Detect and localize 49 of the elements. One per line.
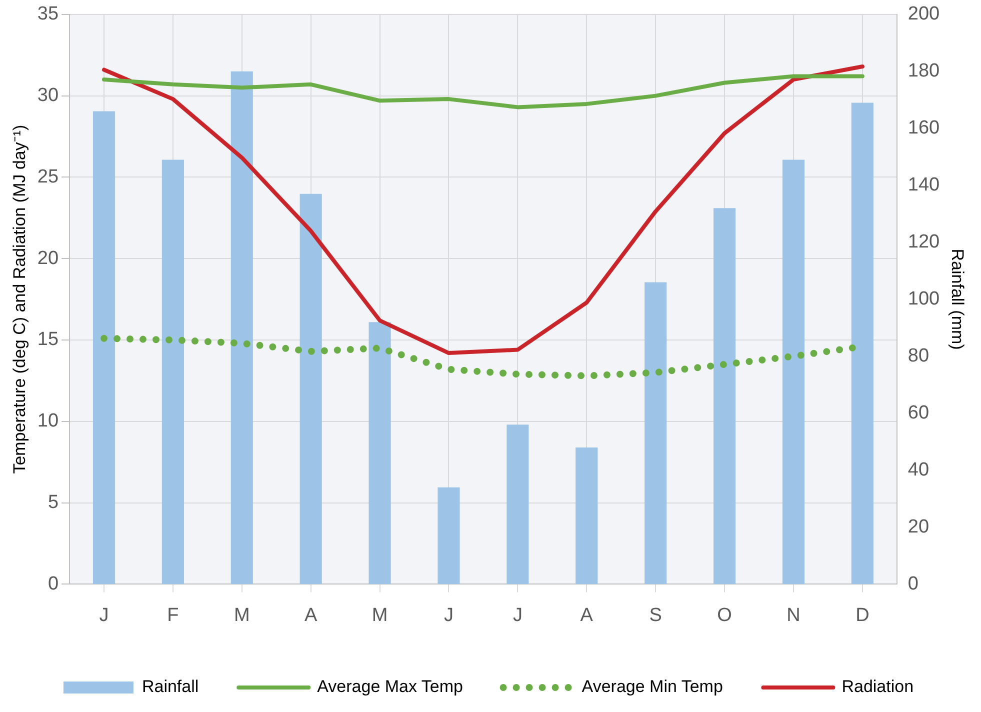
y2-tick-label: 120 [908, 232, 940, 253]
y2-tick-label: 180 [908, 60, 940, 82]
y2-tick-label: 140 [908, 174, 940, 196]
bar [851, 102, 874, 584]
legend-label: Average Max Temp [317, 677, 463, 696]
x-tick-label: M [234, 604, 250, 626]
y-tick-label: 35 [37, 4, 59, 25]
bar [92, 111, 116, 584]
bar [438, 487, 460, 584]
x-tick-label: S [649, 604, 662, 626]
y-tick-label: 20 [37, 248, 59, 269]
bar [368, 322, 391, 584]
y-tick-label: 15 [37, 329, 59, 350]
bar [230, 71, 253, 584]
x-tick-label: A [304, 604, 318, 626]
y-tick-label: 0 [48, 573, 59, 594]
legend-label: Rainfall [142, 677, 199, 696]
y-tick-label: 30 [37, 85, 59, 106]
bar [576, 447, 598, 584]
y2-tick-label: 100 [908, 288, 940, 310]
y2-tick-label: 80 [908, 346, 930, 367]
y2-tick-label: 20 [908, 516, 930, 538]
x-tick-label: J [512, 604, 522, 626]
legend-label: Radiation [842, 677, 914, 696]
bar [644, 282, 667, 584]
y2-tick-label: 200 [908, 4, 940, 25]
x-tick-label: M [372, 604, 388, 626]
x-tick-label: N [786, 604, 800, 626]
x-tick-label: O [717, 604, 732, 626]
y2-tick-label: 40 [908, 459, 930, 480]
y2-tick-label: 0 [908, 573, 918, 594]
bar [162, 160, 184, 584]
y2-axis-title: Rainfall (mm) [948, 248, 968, 350]
x-tick-label: F [167, 604, 179, 626]
y-tick-label: 10 [37, 410, 59, 432]
x-tick-label: J [444, 604, 454, 626]
bar [506, 424, 529, 584]
legend-label: Average Min Temp [582, 677, 723, 696]
x-tick-label: A [580, 604, 594, 626]
y-tick-label: 5 [48, 492, 59, 514]
x-tick-label: J [99, 604, 109, 626]
y-axis-title: Temperature (deg C) and Radiation (MJ day⁻¹) [10, 124, 29, 474]
bar [714, 208, 736, 584]
bar [300, 194, 322, 584]
x-tick-label: D [856, 604, 870, 626]
y-tick-label: 25 [37, 166, 59, 188]
y2-tick-label: 60 [908, 402, 930, 424]
bar [782, 160, 805, 584]
y2-tick-label: 160 [908, 118, 940, 139]
